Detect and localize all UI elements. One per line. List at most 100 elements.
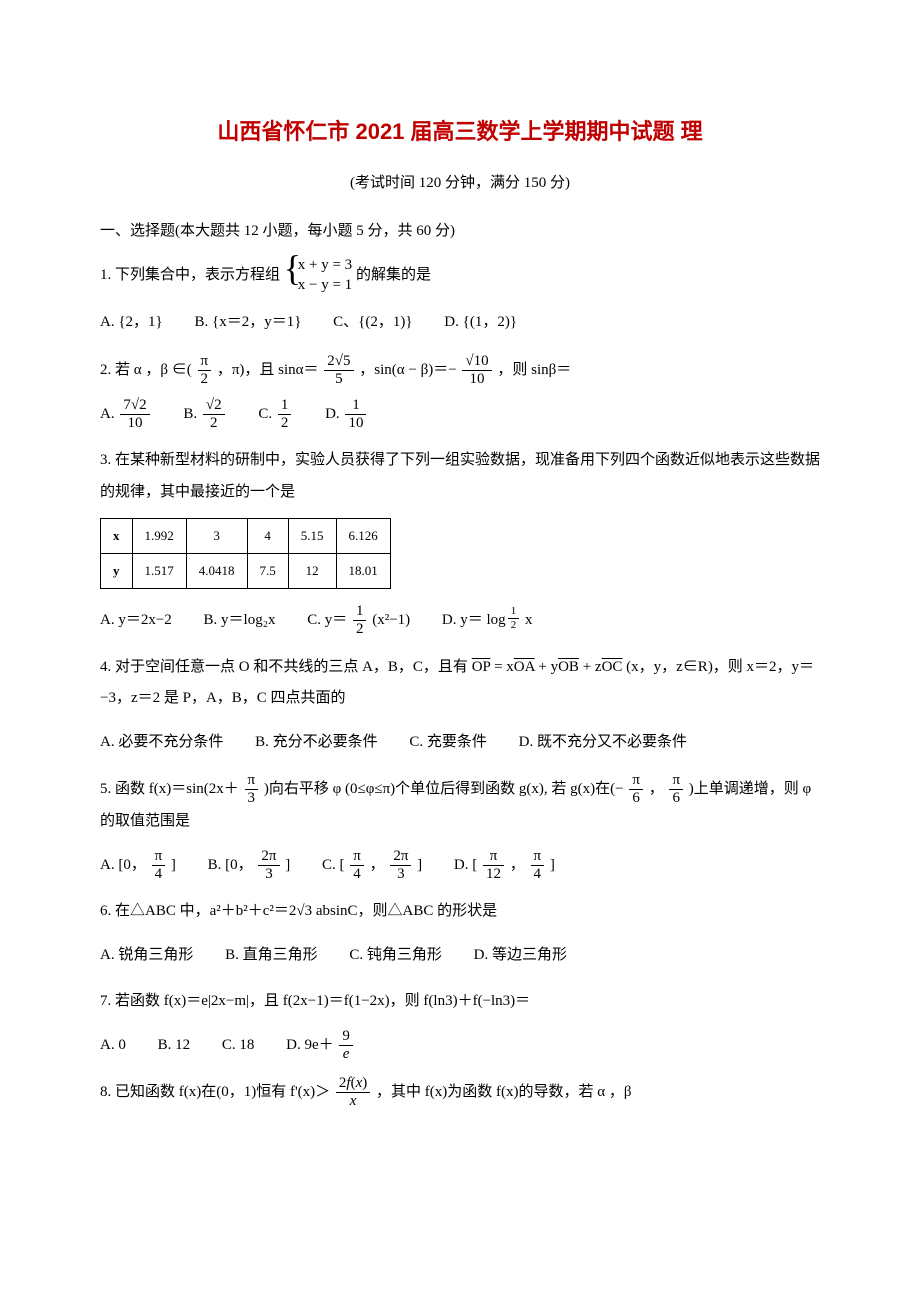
q5-a-frac: π4	[152, 849, 166, 882]
q5-cm: ，	[370, 857, 385, 873]
q3-d-log: log	[487, 612, 506, 628]
q2-lb: B.	[183, 406, 197, 422]
q5-t1: 5. 函数 f(x)＝sin(2x＋	[100, 781, 239, 797]
q8-t1: 8. 已知函数 f(x)在(0，1)恒有 f'(x)＞	[100, 1084, 330, 1100]
q3-c-post: (x²−1)	[372, 612, 410, 628]
q7-opt-c: C. 18	[222, 1028, 255, 1063]
q2-cd: 2	[278, 415, 292, 431]
q5-f3: π6	[669, 773, 683, 806]
q2-f2d: 5	[324, 371, 353, 387]
q2-f3n: √10	[462, 354, 491, 371]
page-title: 山西省怀仁市 2021 届高三数学上学期期中试题 理	[100, 110, 820, 154]
q3-th-y: y	[101, 554, 133, 589]
q2-a-frac: 7√210	[120, 398, 149, 431]
q5-f2n: π	[629, 773, 643, 790]
q2-opt-a: A. 7√210	[100, 397, 152, 432]
q4-t1: 4. 对于空间任意一点 O 和不共线的三点 A，B，C，且有	[100, 659, 468, 675]
q4-vector-eq: OP = xOA + yOB + zOC	[472, 659, 623, 675]
table-row-x: x 1.992 3 4 5.15 6.126	[101, 519, 391, 554]
q7-dd: e	[339, 1046, 353, 1062]
q2-d-frac: 110	[345, 398, 366, 431]
q2-f3d: 10	[462, 371, 491, 387]
q7-d-pre: D. 9e＋	[286, 1037, 334, 1053]
q1-eq1: x + y = 3	[298, 256, 352, 276]
q2-options: A. 7√210 B. √22 C. 12 D. 110	[100, 397, 820, 432]
q2-ad: 10	[120, 415, 149, 431]
q5-bd: 3	[258, 866, 279, 882]
q6-opt-d: D. 等边三角形	[474, 938, 567, 973]
q3-c-frac: 12	[353, 604, 367, 637]
q1-opt-a: A. {2，1}	[100, 305, 163, 340]
q5-opt-c: C. [ π4 ， 2π3 ]	[322, 848, 422, 883]
q5-c1d: 4	[350, 866, 364, 882]
q1-post: 的解集的是	[356, 267, 431, 283]
q5-t2: )向右平移 φ (0≤φ≤π)个单位后得到函数 g(x), 若 g(x)在(−	[264, 781, 624, 797]
q5-options: A. [0， π4 ] B. [0， 2π3 ] C. [ π4 ， 2π3 ]…	[100, 848, 820, 883]
q1-system: x + y = 3 x − y = 1	[284, 256, 352, 295]
q4-opt-c: C. 充要条件	[409, 725, 487, 760]
q3-opt-b: B. y＝log₂x	[204, 603, 276, 638]
q2-t2: ，π)，且 sinα＝	[217, 361, 319, 377]
q2-frac2: 2√55	[324, 354, 353, 387]
q3-d-post: x	[525, 612, 533, 628]
q3-d-base: 12	[508, 606, 520, 631]
q5-d2n: π	[531, 849, 545, 866]
q4-opt-a: A. 必要不充分条件	[100, 725, 223, 760]
q3-x3: 5.15	[288, 519, 336, 554]
q5-be: ]	[285, 857, 290, 873]
q3-dbn: 1	[508, 606, 520, 619]
q5-t3: ，	[649, 781, 664, 797]
q3-x1: 3	[186, 519, 247, 554]
q5-dm: ，	[510, 857, 525, 873]
q2-t4: ，则 sinβ＝	[497, 361, 571, 377]
q5-d2-frac: π4	[531, 849, 545, 882]
question-1: 1. 下列集合中，表示方程组 x + y = 3 x − y = 1 的解集的是	[100, 256, 820, 295]
q3-th-x: x	[101, 519, 133, 554]
q2-f1n: π	[198, 354, 212, 371]
question-2: 2. 若 α ，β ∈( π2 ，π)，且 sinα＝ 2√55 ，sin(α …	[100, 354, 820, 387]
q5-f2: π6	[629, 773, 643, 806]
q2-f2n: 2√5	[324, 354, 353, 371]
q5-ad: 4	[152, 866, 166, 882]
q2-dn: 1	[345, 398, 366, 415]
q5-bn: 2π	[258, 849, 279, 866]
q2-opt-d: D. 110	[325, 397, 368, 432]
q5-an: π	[152, 849, 166, 866]
italic-f: f	[346, 1075, 350, 1091]
q5-c2d: 3	[390, 866, 411, 882]
q5-b-frac: 2π3	[258, 849, 279, 882]
italic-x: x	[356, 1075, 363, 1091]
q2-ld: D.	[325, 406, 340, 422]
q3-c-pre: C. y＝	[307, 612, 347, 628]
q6-options: A. 锐角三角形 B. 直角三角形 C. 钝角三角形 D. 等边三角形	[100, 938, 820, 973]
q6-opt-a: A. 锐角三角形	[100, 938, 193, 973]
q4-opt-b: B. 充分不必要条件	[255, 725, 378, 760]
q6-opt-b: B. 直角三角形	[225, 938, 318, 973]
q3-y1: 4.0418	[186, 554, 247, 589]
q5-c1n: π	[350, 849, 364, 866]
q5-d2d: 4	[531, 866, 545, 882]
q4-options: A. 必要不充分条件 B. 充分不必要条件 C. 充要条件 D. 既不充分又不必…	[100, 725, 820, 760]
q5-la: A. [0，	[100, 857, 146, 873]
q3-y4: 18.01	[336, 554, 390, 589]
q1-opt-d: D. {(1，2)}	[444, 305, 517, 340]
q3-cd: 2	[353, 621, 367, 637]
exam-subtitle: (考试时间 120 分钟，满分 150 分)	[100, 168, 820, 198]
q5-f3n: π	[669, 773, 683, 790]
q2-opt-c: C. 12	[258, 397, 293, 432]
q3-x4: 6.126	[336, 519, 390, 554]
q3-cn: 1	[353, 604, 367, 621]
q5-c2n: 2π	[390, 849, 411, 866]
q2-t3: ，sin(α − β)＝−	[359, 361, 456, 377]
question-4: 4. 对于空间任意一点 O 和不共线的三点 A，B，C，且有 OP = xOA …	[100, 652, 820, 715]
q8-fd: x	[336, 1093, 370, 1109]
q2-an: 7√2	[120, 398, 149, 415]
q3-x0: 1.992	[132, 519, 186, 554]
q3-opt-d: D. y＝ log12 x	[442, 603, 533, 638]
q3-opt-c: C. y＝ 12 (x²−1)	[307, 603, 410, 638]
question-6: 6. 在△ABC 中，a²＋b²＋c²＝2√3 absinC，则△ABC 的形状…	[100, 896, 820, 928]
q3-x2: 4	[247, 519, 288, 554]
q7-options: A. 0 B. 12 C. 18 D. 9e＋ 9e	[100, 1028, 820, 1063]
q5-f1: π3	[245, 773, 259, 806]
q3-table: x 1.992 3 4 5.15 6.126 y 1.517 4.0418 7.…	[100, 518, 391, 589]
